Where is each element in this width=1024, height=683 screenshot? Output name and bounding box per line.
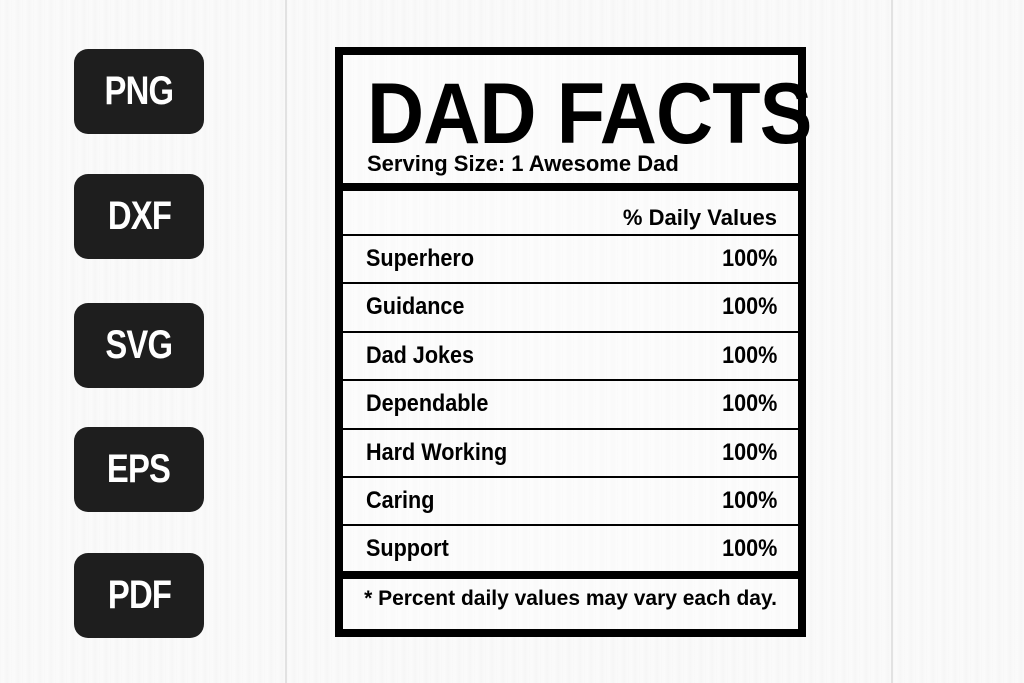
badge-label: DXF: [107, 194, 171, 238]
fact-name: Caring: [366, 487, 435, 514]
row-divider: [343, 476, 798, 478]
fact-value: 100%: [721, 342, 777, 369]
daily-values-header: % Daily Values: [622, 205, 777, 230]
dxf-format-badge: DXF: [74, 174, 204, 259]
plank-seam: [891, 0, 893, 683]
fact-value: 100%: [721, 293, 777, 320]
plank-seam: [285, 0, 287, 683]
fact-name: Superhero: [366, 245, 475, 272]
badge-label: EPS: [107, 447, 171, 491]
serving-size: Serving Size: 1 Awesome Dad: [367, 151, 679, 176]
fact-name: Hard Working: [366, 439, 508, 466]
fact-name: Support: [366, 535, 449, 562]
fact-name: Dad Jokes: [366, 342, 475, 369]
row-divider: [343, 234, 798, 236]
fact-row: Superhero 100%: [343, 236, 798, 282]
fact-name: Guidance: [366, 293, 465, 320]
dad-facts-label: DAD FACTS Serving Size: 1 Awesome Dad % …: [335, 47, 812, 637]
fact-row: Dad Jokes 100%: [343, 333, 798, 379]
fact-row: Dependable 100%: [343, 381, 798, 427]
eps-format-badge: EPS: [74, 427, 204, 512]
row-divider: [343, 379, 798, 381]
fact-value: 100%: [721, 439, 777, 466]
fact-row: Support 100%: [343, 526, 798, 572]
row-divider: [343, 428, 798, 430]
badge-label: PDF: [107, 573, 171, 617]
label-title: DAD FACTS: [367, 66, 812, 162]
fact-value: 100%: [721, 487, 777, 514]
badge-label: SVG: [105, 323, 174, 367]
thick-divider: [343, 183, 798, 191]
png-format-badge: PNG: [74, 49, 204, 134]
fact-row: Hard Working 100%: [343, 430, 798, 476]
svg-format-badge: SVG: [74, 303, 204, 388]
row-divider: [343, 331, 798, 333]
fact-value: 100%: [721, 245, 777, 272]
fact-value: 100%: [721, 535, 777, 562]
footnote: * Percent daily values may vary each day…: [364, 587, 777, 610]
thick-divider: [343, 571, 798, 579]
row-divider: [343, 282, 798, 284]
wood-plank: [893, 0, 1024, 683]
badge-label: PNG: [104, 69, 174, 113]
fact-row: Caring 100%: [343, 478, 798, 524]
wood-plank: [287, 0, 891, 683]
pdf-format-badge: PDF: [74, 553, 204, 638]
fact-row: Guidance 100%: [343, 284, 798, 330]
row-divider: [343, 524, 798, 526]
fact-value: 100%: [721, 390, 777, 417]
fact-name: Dependable: [366, 390, 489, 417]
